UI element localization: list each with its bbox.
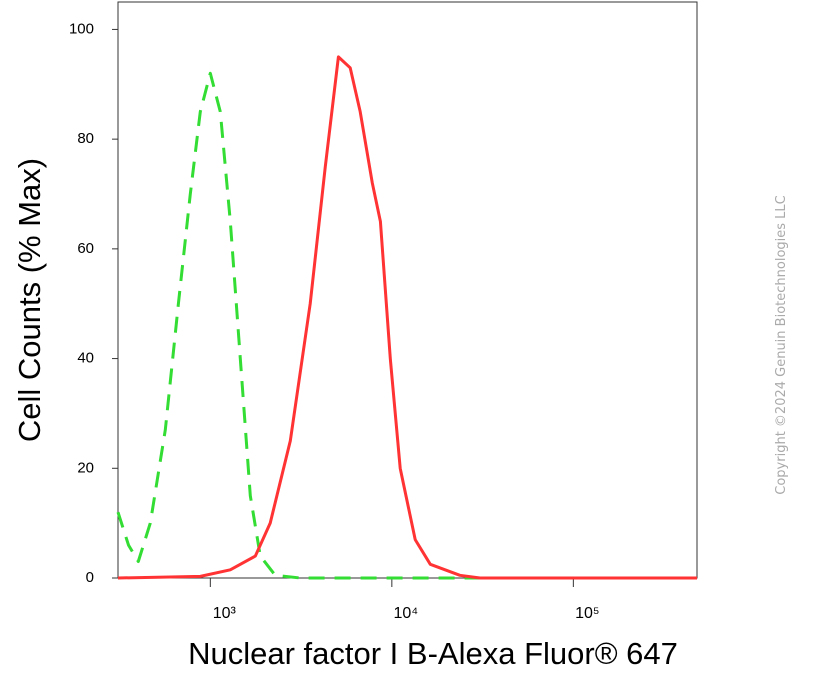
x-axis-title: Nuclear factor I B-Alexa Fluor® 647 — [188, 636, 678, 671]
y-tick-label: 0 — [86, 569, 94, 586]
x-tick-label: 10³ — [213, 605, 237, 622]
y-tick-label: 80 — [77, 130, 94, 147]
watermark: Copyright ©2024 Genuin Biotechnologies L… — [774, 195, 789, 494]
y-tick-label: 100 — [69, 20, 94, 37]
x-tick-label: 10⁴ — [393, 605, 418, 622]
series-line — [116, 71, 697, 580]
plot-frame — [117, 1, 698, 579]
y-tick-label: 60 — [77, 240, 94, 257]
y-tick-label: 20 — [77, 459, 94, 476]
y-axis-title: Cell Counts (% Max) — [12, 158, 47, 442]
series-line — [117, 55, 697, 580]
y-tick-label: 40 — [77, 350, 94, 367]
x-tick-label: 10⁵ — [575, 605, 599, 622]
